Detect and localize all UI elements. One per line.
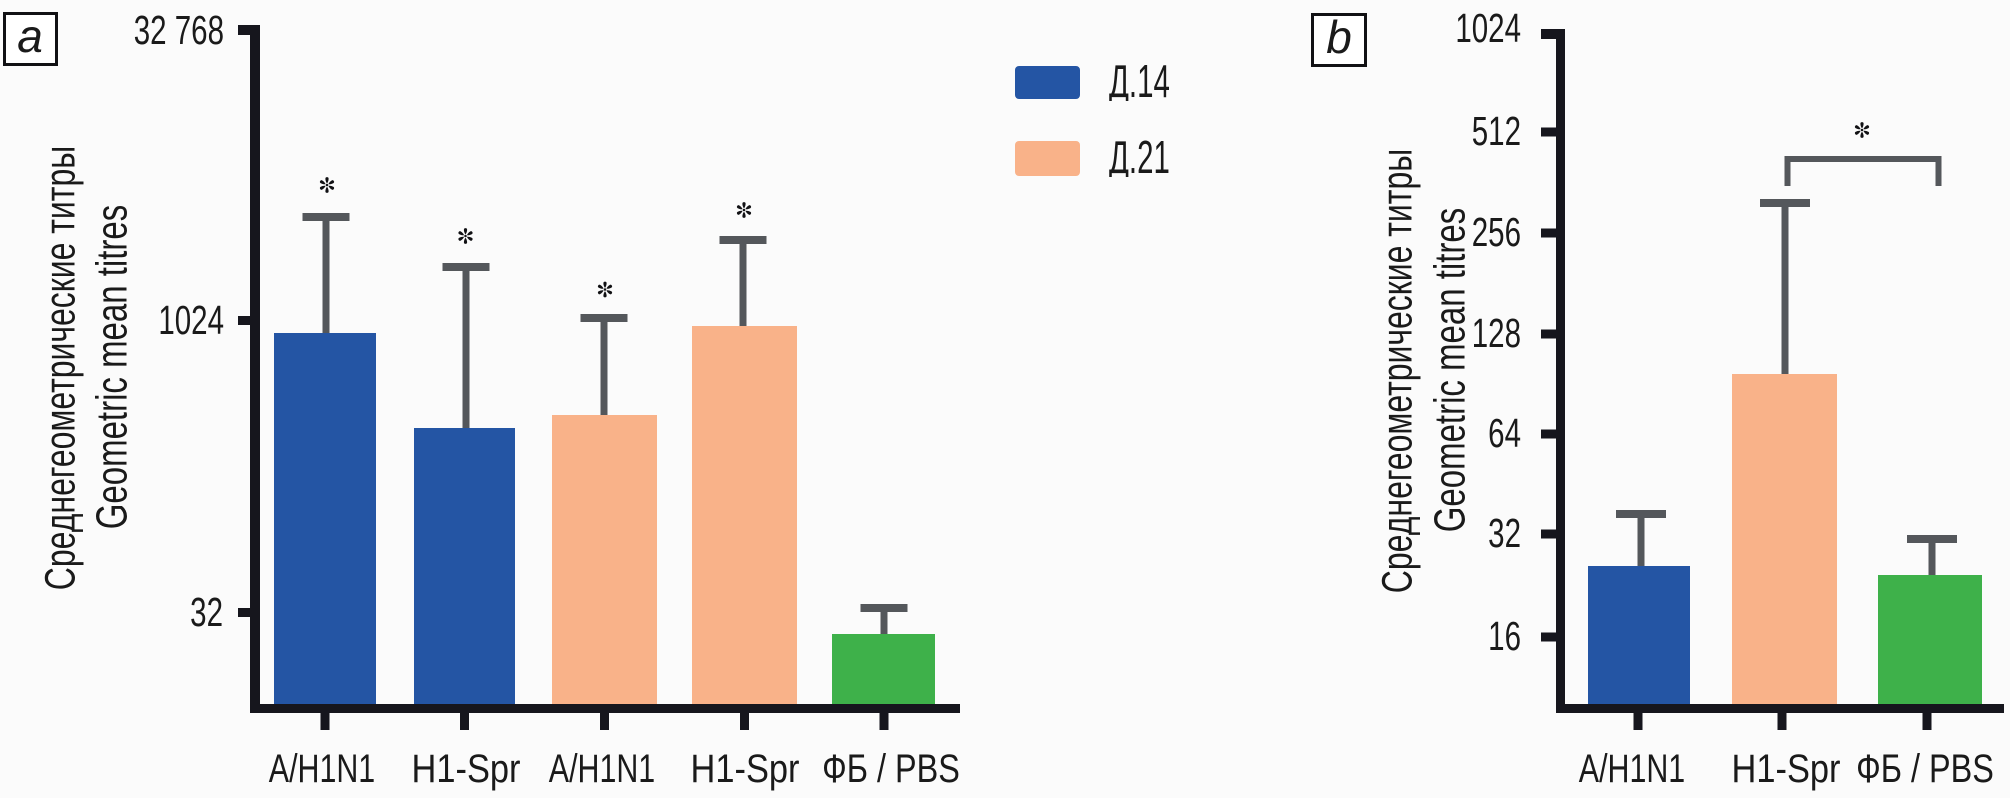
svg-text:Д.21: Д.21 [1109,133,1170,184]
svg-text:Среднегеометрические титры: Среднегеометрические титры [37,146,85,590]
svg-text:1024: 1024 [1455,5,1521,51]
svg-text:Geometric mean titres: Geometric mean titres [1426,208,1475,532]
svg-text:512: 512 [1472,108,1521,154]
svg-text:A/H1N1: A/H1N1 [1579,746,1685,791]
svg-text:32: 32 [190,589,223,635]
svg-text:Geometric mean titres: Geometric mean titres [88,205,137,529]
svg-text:128: 128 [1472,310,1521,356]
svg-text:A/H1N1: A/H1N1 [269,746,375,791]
svg-text:H1-Spr: H1-Spr [1732,746,1841,791]
svg-text:a: a [17,10,43,62]
svg-text:32: 32 [1488,510,1521,556]
svg-text:Д.14: Д.14 [1109,57,1170,108]
svg-text:H1-Spr: H1-Spr [691,746,800,791]
svg-text:ФБ / PBS: ФБ / PBS [822,746,960,791]
svg-text:16: 16 [1488,613,1521,659]
svg-text:A/H1N1: A/H1N1 [549,746,655,791]
svg-text:H1-Spr: H1-Spr [412,746,521,791]
svg-text:ФБ / PBS: ФБ / PBS [1856,746,1994,791]
svg-text:b: b [1326,11,1352,63]
svg-text:1024: 1024 [158,297,224,343]
svg-text:64: 64 [1488,410,1521,456]
svg-text:256: 256 [1472,209,1521,255]
svg-text:32 768: 32 768 [134,7,224,53]
svg-text:Среднегеометрические титры: Среднегеометрические титры [1374,149,1422,593]
